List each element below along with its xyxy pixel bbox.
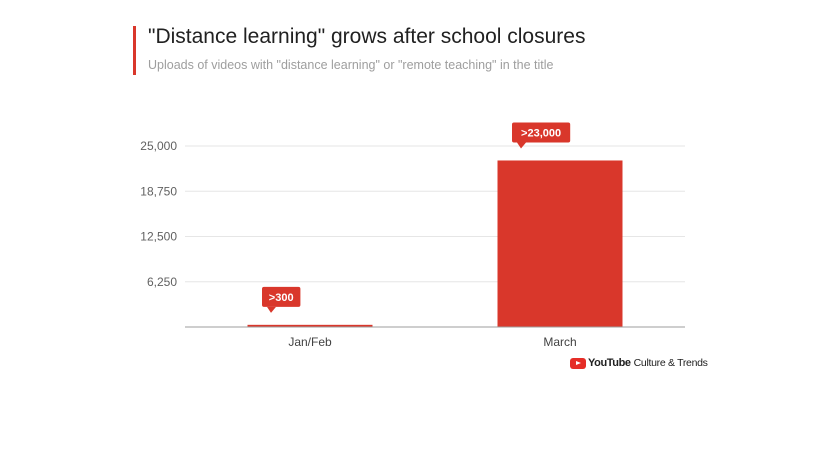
callout-pointer — [267, 306, 276, 313]
data-label: >300 — [269, 292, 294, 304]
brand-name: YouTube — [588, 357, 631, 369]
data-label-callout: >23,000 — [512, 122, 571, 149]
y-tick-label: 18,750 — [140, 184, 177, 198]
chart-title: "Distance learning" grows after school c… — [148, 25, 586, 48]
bar — [247, 324, 373, 327]
chart-subtitle: Uploads of videos with "distance learnin… — [148, 58, 554, 72]
y-tick-label: 12,500 — [140, 230, 177, 244]
data-label: >23,000 — [521, 127, 561, 139]
bar — [497, 160, 623, 327]
callout-pointer — [517, 142, 526, 149]
y-tick-label: 25,000 — [140, 139, 177, 153]
x-tick-label: Jan/Feb — [288, 335, 332, 349]
brand-subtitle: Culture & Trends — [633, 357, 708, 369]
youtube-play-icon — [570, 357, 586, 369]
y-tick-label: 6,250 — [147, 275, 177, 289]
data-label-callout: >300 — [262, 286, 301, 313]
x-tick-label: March — [543, 335, 576, 349]
callout-box — [262, 286, 301, 307]
callout-box — [512, 122, 571, 143]
title-accent-bar — [133, 26, 136, 75]
brand-attribution: YouTube Culture & Trends — [570, 357, 708, 369]
